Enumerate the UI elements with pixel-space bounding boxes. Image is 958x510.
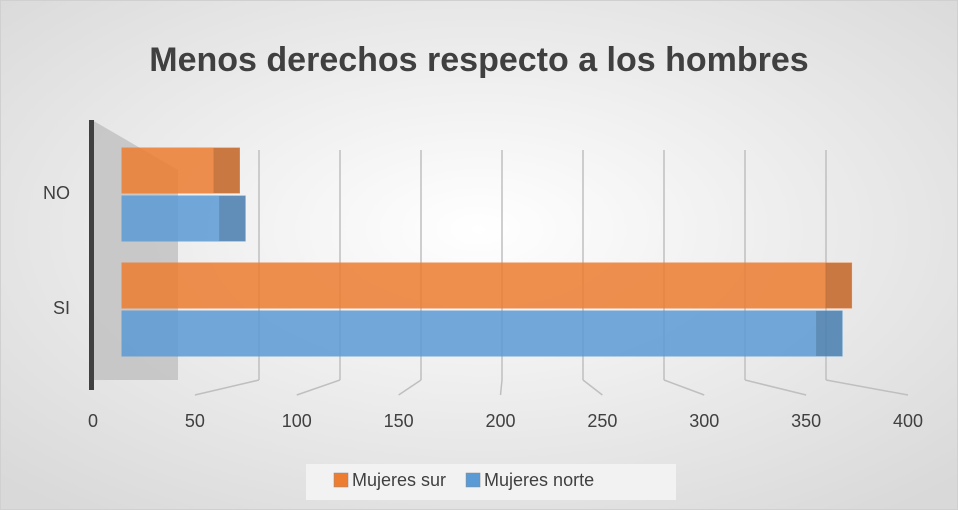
x-tick-label: 150 <box>384 411 414 431</box>
grid-line <box>296 379 341 396</box>
legend-swatch <box>465 472 481 488</box>
x-tick-label: 250 <box>587 411 617 431</box>
y-tick-label: NO <box>43 183 70 203</box>
grid-line <box>663 379 705 396</box>
x-tick-label: 200 <box>485 411 515 431</box>
grid-line <box>825 379 909 396</box>
bar-end <box>816 311 843 356</box>
y-axis <box>89 120 94 390</box>
grid-line <box>744 379 807 396</box>
bar <box>121 195 246 242</box>
legend-background <box>306 464 676 500</box>
x-tick-label: 350 <box>791 411 821 431</box>
grid-line <box>194 379 260 396</box>
bar <box>121 147 240 194</box>
bar-end <box>825 263 852 308</box>
bar-end <box>213 148 240 193</box>
y-tick-label: SI <box>53 298 70 318</box>
grid-line <box>398 379 422 396</box>
x-tick-label: 0 <box>88 411 98 431</box>
grid-line <box>582 379 603 396</box>
grid-line <box>499 379 503 396</box>
legend-swatch <box>333 472 349 488</box>
x-tick-label: 400 <box>893 411 923 431</box>
x-tick-label: 50 <box>185 411 205 431</box>
bar <box>121 310 843 357</box>
bar-end <box>219 196 246 241</box>
bar <box>121 262 853 309</box>
x-tick-label: 100 <box>282 411 312 431</box>
x-tick-label: 300 <box>689 411 719 431</box>
chart-title: Menos derechos respecto a los hombres <box>149 41 808 79</box>
legend-label: Mujeres norte <box>484 470 594 490</box>
legend-label: Mujeres sur <box>352 470 446 490</box>
